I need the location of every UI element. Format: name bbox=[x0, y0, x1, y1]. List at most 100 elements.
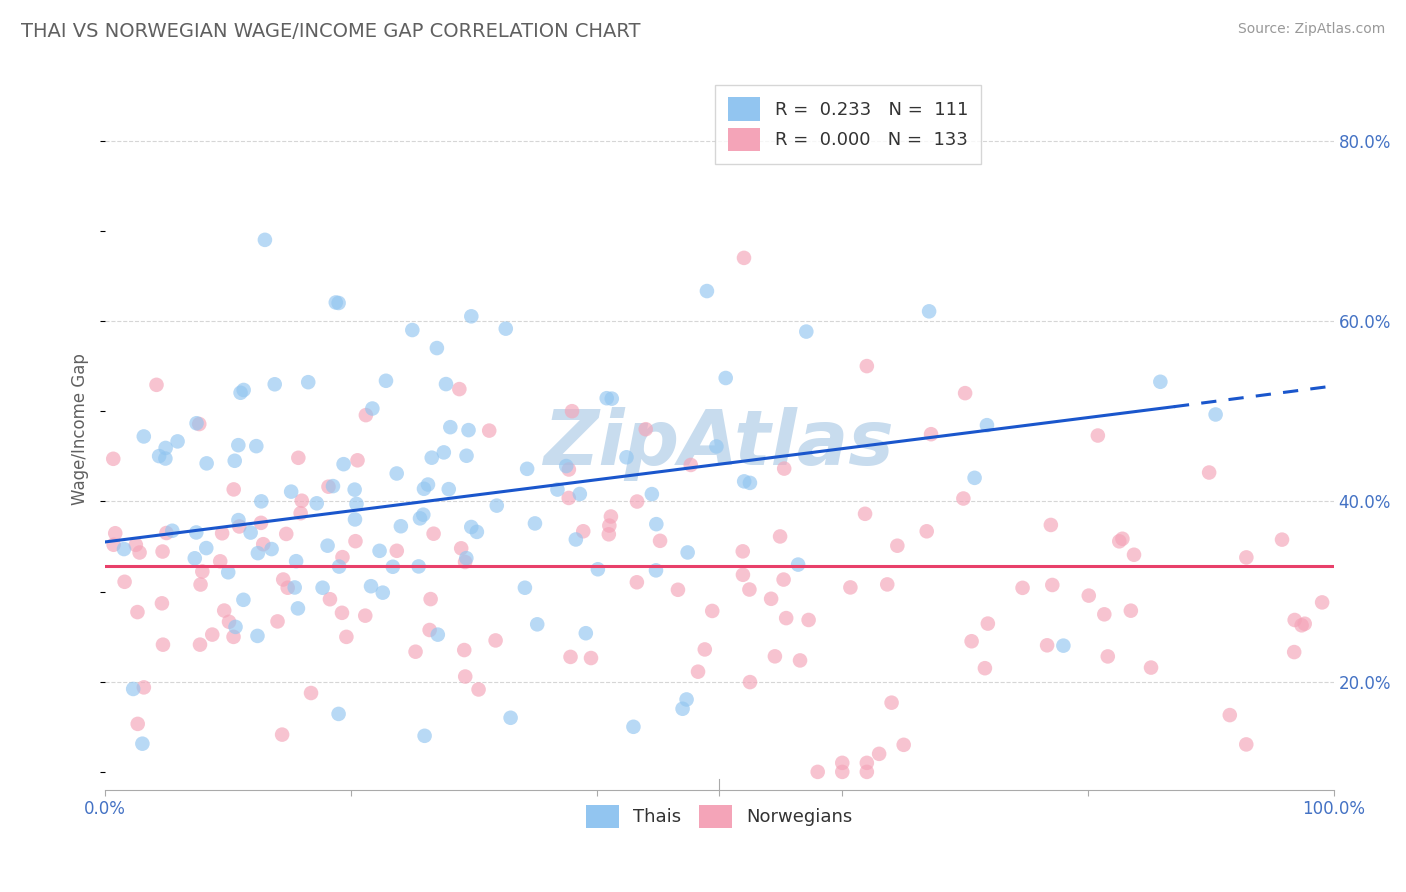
Point bbox=[285, 554, 308, 568]
Point bbox=[232, 383, 254, 397]
Point bbox=[354, 408, 377, 422]
Point bbox=[560, 649, 582, 664]
Point bbox=[232, 592, 254, 607]
Point bbox=[831, 764, 853, 779]
Point bbox=[103, 538, 125, 552]
Point bbox=[305, 496, 328, 510]
Point bbox=[325, 295, 347, 310]
Point bbox=[271, 573, 294, 587]
Point bbox=[186, 416, 208, 430]
Point bbox=[1040, 578, 1063, 592]
Text: THAI VS NORWEGIAN WAGE/INCOME GAP CORRELATION CHART: THAI VS NORWEGIAN WAGE/INCOME GAP CORREL… bbox=[21, 22, 641, 41]
Point bbox=[484, 633, 506, 648]
Point bbox=[354, 608, 377, 623]
Point bbox=[671, 702, 693, 716]
Point bbox=[598, 527, 620, 541]
Point bbox=[731, 567, 754, 582]
Point bbox=[195, 541, 218, 555]
Point bbox=[401, 323, 423, 337]
Point bbox=[714, 371, 737, 385]
Point bbox=[696, 284, 718, 298]
Point bbox=[416, 477, 439, 491]
Point bbox=[434, 377, 457, 392]
Point bbox=[787, 558, 810, 572]
Point bbox=[114, 574, 136, 589]
Point bbox=[953, 386, 976, 401]
Point bbox=[1119, 604, 1142, 618]
Point bbox=[1140, 660, 1163, 674]
Point bbox=[422, 526, 444, 541]
Point bbox=[284, 581, 307, 595]
Point bbox=[738, 475, 761, 490]
Point bbox=[239, 525, 262, 540]
Point bbox=[322, 479, 344, 493]
Point bbox=[335, 630, 357, 644]
Point bbox=[679, 458, 702, 472]
Point bbox=[702, 604, 724, 618]
Point bbox=[457, 423, 479, 437]
Point bbox=[195, 456, 218, 470]
Point bbox=[361, 401, 384, 416]
Point bbox=[371, 585, 394, 599]
Point bbox=[211, 526, 233, 541]
Point bbox=[224, 454, 246, 468]
Point bbox=[385, 467, 408, 481]
Point bbox=[738, 675, 761, 690]
Point bbox=[419, 592, 441, 607]
Point bbox=[125, 538, 148, 552]
Point bbox=[960, 634, 983, 648]
Point bbox=[103, 451, 125, 466]
Point bbox=[433, 445, 456, 459]
Point bbox=[1097, 649, 1119, 664]
Point bbox=[346, 453, 368, 467]
Point bbox=[266, 615, 288, 629]
Point bbox=[152, 544, 174, 558]
Point bbox=[104, 526, 127, 541]
Point bbox=[886, 539, 908, 553]
Point bbox=[495, 321, 517, 335]
Point bbox=[291, 493, 314, 508]
Point bbox=[212, 603, 235, 617]
Point bbox=[155, 451, 177, 466]
Point bbox=[952, 491, 974, 506]
Point bbox=[880, 696, 903, 710]
Point bbox=[1234, 550, 1257, 565]
Point bbox=[856, 764, 879, 779]
Point bbox=[731, 544, 754, 558]
Point bbox=[420, 450, 443, 465]
Point bbox=[467, 682, 489, 697]
Point bbox=[344, 534, 367, 549]
Point bbox=[586, 562, 609, 576]
Point bbox=[676, 545, 699, 559]
Point bbox=[1123, 548, 1146, 562]
Point bbox=[287, 450, 309, 465]
Point bbox=[413, 729, 436, 743]
Point bbox=[218, 615, 240, 629]
Text: Source: ZipAtlas.com: Source: ZipAtlas.com bbox=[1237, 22, 1385, 37]
Point bbox=[546, 483, 568, 497]
Point bbox=[222, 630, 245, 644]
Point bbox=[245, 439, 267, 453]
Point bbox=[128, 545, 150, 559]
Point bbox=[122, 681, 145, 696]
Point bbox=[1108, 534, 1130, 549]
Point bbox=[839, 581, 862, 595]
Point bbox=[330, 606, 353, 620]
Point bbox=[513, 581, 536, 595]
Point bbox=[375, 374, 398, 388]
Point bbox=[426, 341, 449, 355]
Point bbox=[623, 720, 645, 734]
Point bbox=[228, 513, 250, 527]
Point bbox=[675, 692, 697, 706]
Point bbox=[246, 629, 269, 643]
Point bbox=[485, 499, 508, 513]
Point bbox=[626, 494, 648, 508]
Point bbox=[626, 575, 648, 590]
Point bbox=[1149, 375, 1171, 389]
Point bbox=[381, 559, 404, 574]
Point bbox=[360, 579, 382, 593]
Point bbox=[229, 385, 252, 400]
Point bbox=[412, 508, 434, 522]
Point bbox=[1111, 532, 1133, 546]
Point bbox=[763, 649, 786, 664]
